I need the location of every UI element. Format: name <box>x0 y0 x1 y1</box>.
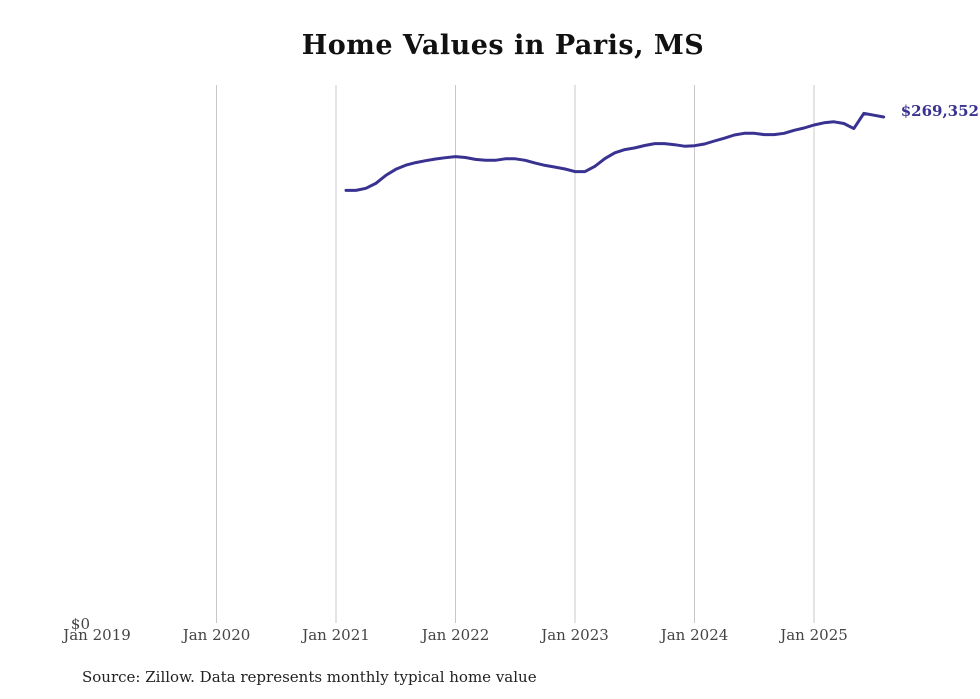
gridlines <box>216 85 815 623</box>
series-layer: $269,352 <box>344 102 979 192</box>
x-tick-label: Jan 2021 <box>300 626 370 644</box>
x-tick-label: Jan 2025 <box>778 626 848 644</box>
x-axis-ticks: Jan 2019 Jan 2020 Jan 2021 Jan 2022 Jan 2023… <box>61 626 848 644</box>
x-tick-label: Jan 2020 <box>181 626 251 644</box>
x-tick-label: Jan 2023 <box>539 626 609 644</box>
source-note: Source: Zillow. Data represents monthly … <box>82 668 537 686</box>
y-tick-label: $0 <box>71 615 90 633</box>
end-value-label: $269,352 <box>901 102 979 120</box>
x-tick-label: Jan 2022 <box>420 626 490 644</box>
series-line <box>344 111 886 192</box>
y-axis-ticks: $0 <box>71 615 90 633</box>
x-tick-label: Jan 2019 <box>61 626 131 644</box>
x-tick-label: Jan 2024 <box>659 626 729 644</box>
chart-title: Home Values in Paris, MS <box>301 30 705 61</box>
